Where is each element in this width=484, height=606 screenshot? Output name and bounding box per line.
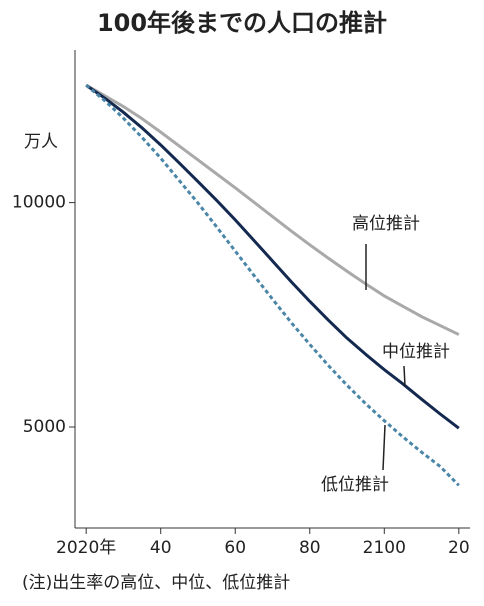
series-line [85, 83, 460, 336]
x-tick-label: 2100 [363, 538, 406, 558]
y-axis-label: 万人 [24, 132, 58, 152]
series-label: 中位推計 [382, 342, 450, 362]
series-label: 高位推計 [352, 214, 420, 234]
x-tick-label: 20 [448, 538, 470, 558]
note: (注)出生率の高位、中位、低位推計 [22, 573, 290, 593]
series-label: 低位推計 [321, 475, 389, 495]
x-tick-label: 2020年 [56, 538, 116, 558]
series-line [85, 84, 460, 430]
x-tick-label: 80 [299, 538, 321, 558]
x-tick-label: 40 [150, 538, 172, 558]
chart-title: 100年後までの人口の推計 [97, 9, 387, 37]
callout-line [403, 365, 406, 387]
y-tick-label: 5000 [23, 417, 66, 437]
callout-line [382, 424, 386, 471]
series-line [85, 84, 460, 487]
y-tick-label: 10000 [12, 193, 66, 213]
x-tick-label: 60 [224, 538, 246, 558]
